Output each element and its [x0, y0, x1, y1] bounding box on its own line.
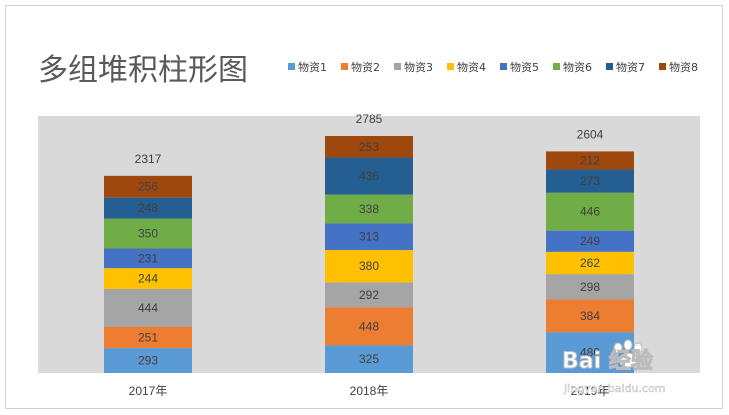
chart-title: 多组堆积柱形图 [38, 53, 248, 88]
bars-group: 293 251 444 244 231 350 248 256 2317 325 448 292 380… [104, 112, 634, 373]
legend: 物资1 物资2 物资3 物资4 物资5 物资6 物资7 物资8 [288, 60, 698, 74]
bar-segment [104, 348, 192, 373]
legend-swatch-5 [500, 63, 507, 70]
total-label: 2317 [135, 152, 162, 166]
bar-segment [546, 299, 634, 333]
bar-segment [546, 169, 634, 193]
bar-segment [104, 175, 192, 198]
segment-label: 448 [359, 319, 379, 333]
segment-label: 298 [580, 280, 600, 294]
legend-swatch-4 [447, 63, 454, 70]
bar-segment [325, 136, 413, 158]
segment-label: 338 [359, 202, 379, 216]
bar-segment [104, 268, 192, 289]
legend-label-3: 物资3 [404, 60, 433, 74]
legend-swatch-3 [394, 63, 401, 70]
watermark-url: jingyan.baidu.com [563, 382, 666, 395]
legend-swatch-2 [341, 63, 348, 70]
bar-segment [546, 251, 634, 275]
x-tick-label: 2019年 [571, 384, 610, 398]
bar-segment [546, 192, 634, 231]
bar-segment [325, 307, 413, 346]
bar-segment [325, 345, 413, 373]
total-label: 2604 [577, 127, 604, 141]
bar-segment [104, 197, 192, 219]
segment-label: 249 [580, 234, 600, 248]
legend-swatch-8 [659, 63, 666, 70]
segment-label: 446 [580, 205, 600, 219]
legend-label-2: 物资2 [351, 60, 380, 74]
paw-icon [613, 339, 643, 368]
legend-label-4: 物资4 [457, 60, 486, 74]
bar-segment [325, 250, 413, 283]
segment-label: 325 [359, 352, 379, 366]
segment-label: 251 [138, 330, 158, 344]
segment-label: 256 [138, 180, 158, 194]
legend-label-8: 物资8 [669, 60, 698, 74]
legend-label-5: 物资5 [510, 60, 539, 74]
segment-label: 212 [580, 153, 600, 167]
segment-label: 480 [580, 346, 600, 360]
legend-label-7: 物资7 [616, 60, 645, 74]
bar-segment [325, 223, 413, 251]
segment-label: 350 [138, 227, 158, 241]
segment-label: 253 [359, 140, 379, 154]
bar-segment [104, 326, 192, 349]
total-label: 2785 [356, 112, 383, 126]
segment-label: 248 [138, 201, 158, 215]
legend-label-1: 物资1 [298, 60, 327, 74]
bar-segment [325, 194, 413, 224]
legend-swatch-7 [606, 63, 613, 70]
segment-label: 273 [580, 174, 600, 188]
segment-label: 444 [138, 301, 158, 315]
bar-segment [546, 151, 634, 170]
bar-segment [546, 274, 634, 300]
bar-segment [325, 282, 413, 308]
segment-label: 292 [359, 288, 379, 302]
segment-label: 244 [138, 272, 158, 286]
x-tick-label: 2017年 [129, 384, 168, 398]
segment-label: 380 [359, 259, 379, 273]
legend-swatch-6 [553, 63, 560, 70]
bar-segment [104, 288, 192, 327]
bar-segment [546, 230, 634, 252]
x-axis: 2017年 2018年 2019年 [129, 384, 610, 398]
segment-label: 293 [138, 354, 158, 368]
legend-swatch-1 [288, 63, 295, 70]
segment-label: 231 [138, 251, 158, 265]
watermark-text: Bai 经验 [562, 348, 653, 374]
baidu-watermark: Bai 经验 jingyan.baidu.com [562, 339, 666, 395]
legend-label-6: 物资6 [563, 60, 592, 74]
bar-segment [104, 218, 192, 249]
segment-label: 313 [359, 230, 379, 244]
bar-segment [325, 157, 413, 195]
segment-label: 262 [580, 256, 600, 270]
segment-label: 436 [359, 169, 379, 183]
bar-segment [104, 248, 192, 269]
x-tick-label: 2018年 [350, 384, 389, 398]
segment-label: 384 [580, 309, 600, 323]
